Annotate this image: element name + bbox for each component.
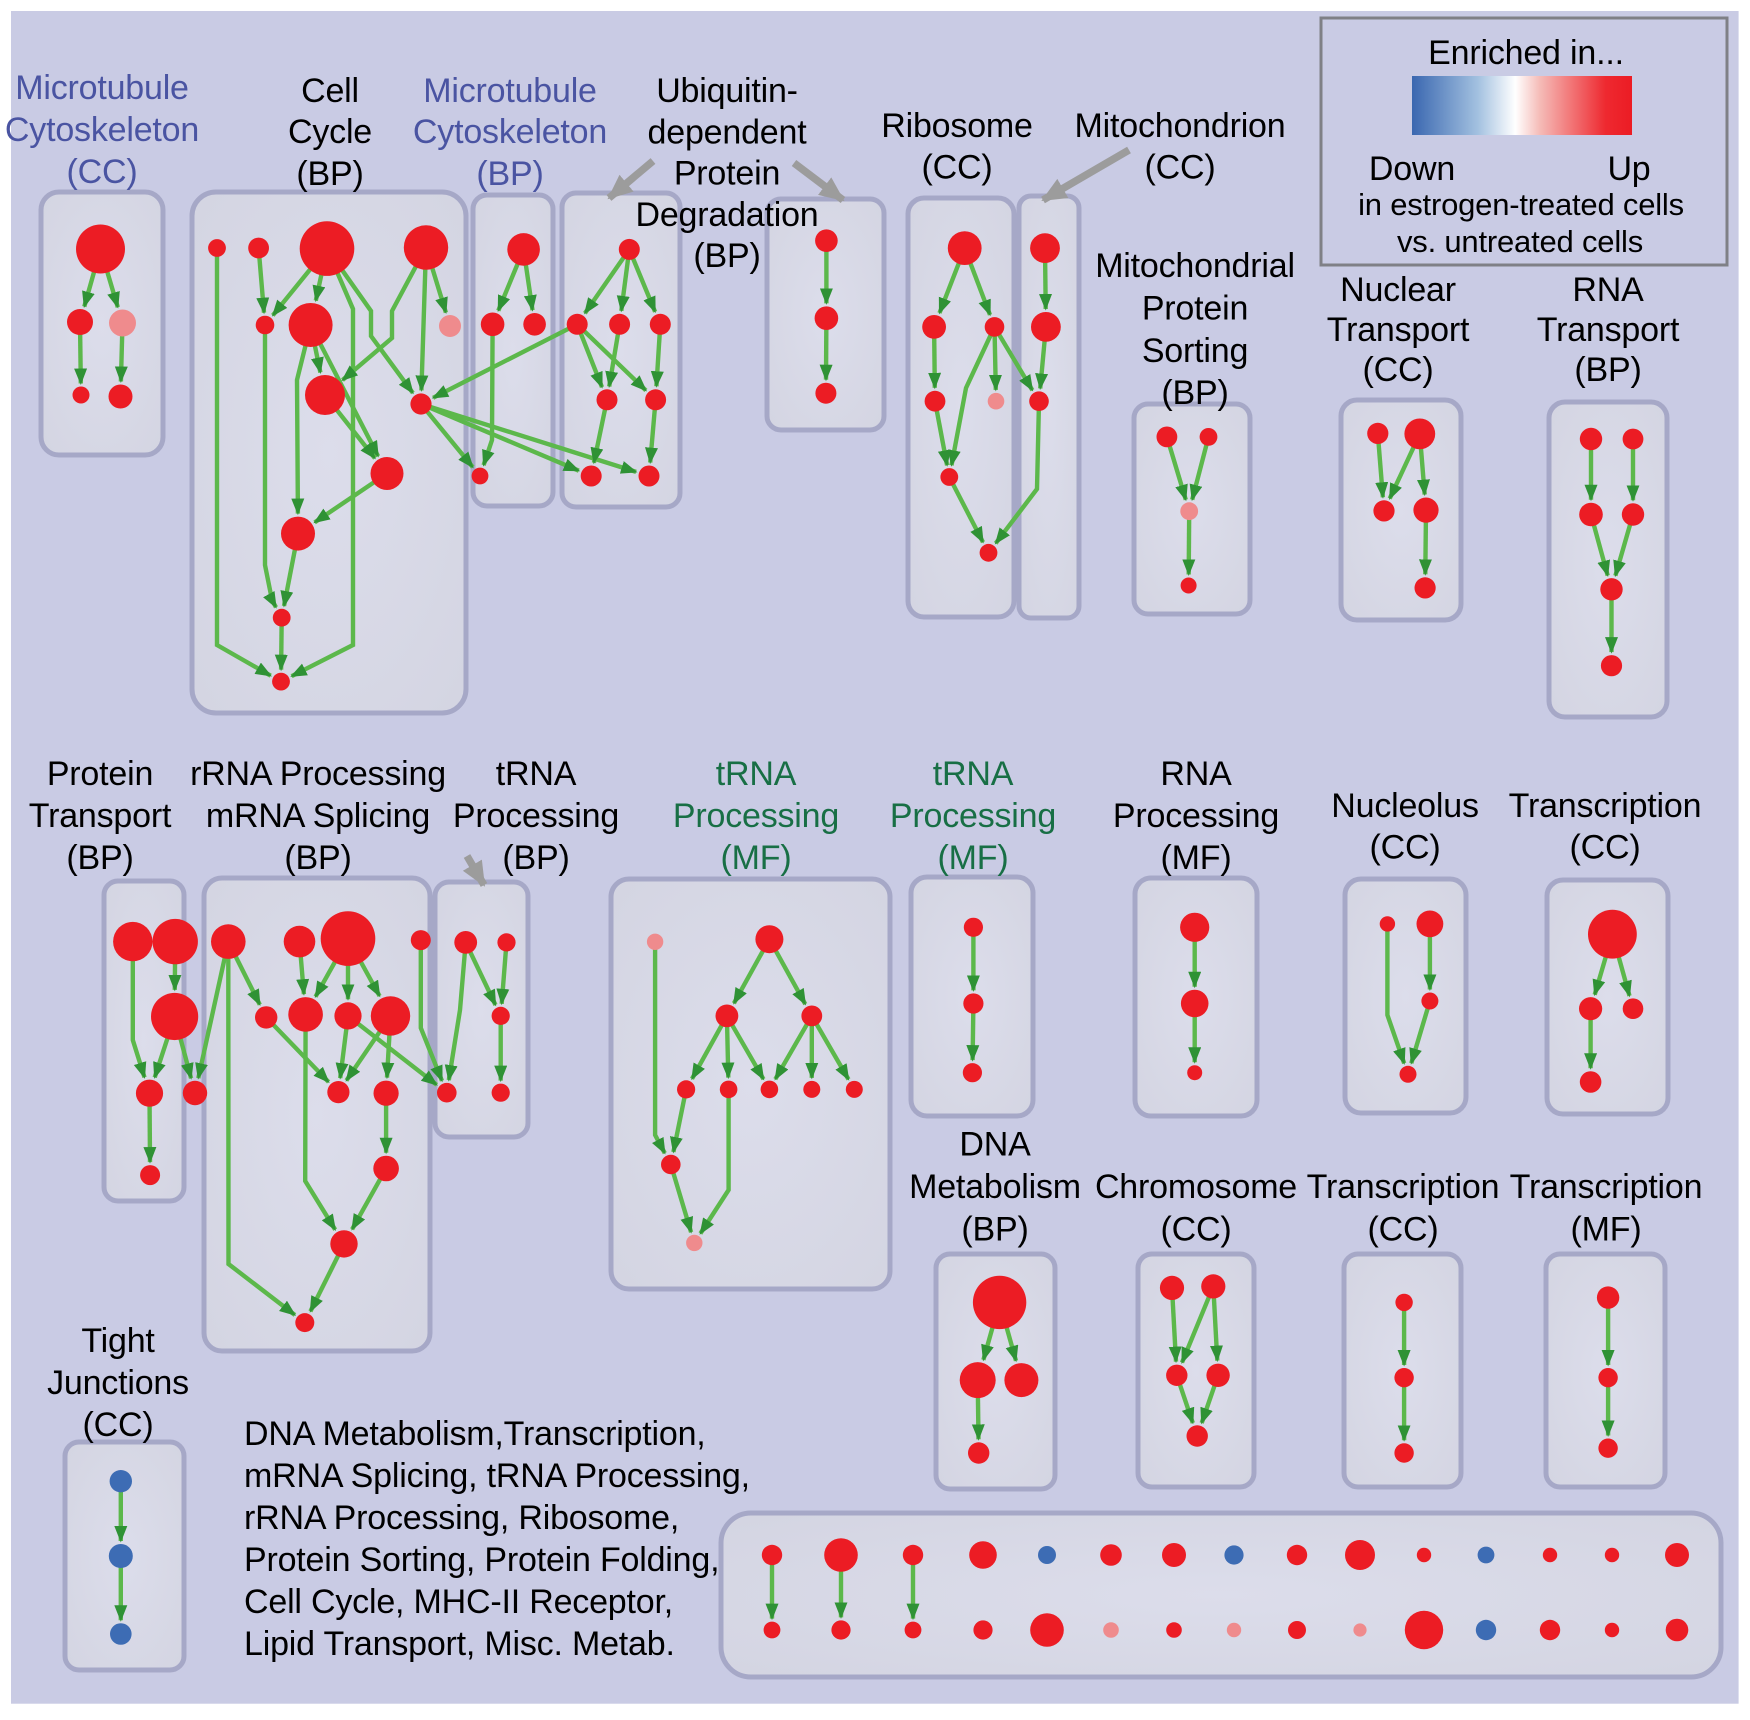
svg-text:(MF): (MF) <box>1161 839 1232 877</box>
svg-text:(BP): (BP) <box>296 155 363 193</box>
svg-text:Transcription: Transcription <box>1509 787 1702 825</box>
svg-text:Transport: Transport <box>1537 311 1680 349</box>
svg-text:Cytoskeleton: Cytoskeleton <box>5 111 199 149</box>
svg-text:(BP): (BP) <box>66 839 133 877</box>
svg-text:(BP): (BP) <box>476 155 543 193</box>
svg-text:(BP): (BP) <box>284 839 351 877</box>
svg-text:(CC): (CC) <box>1363 351 1434 389</box>
svg-text:Cell: Cell <box>301 72 359 110</box>
svg-text:dependent: dependent <box>648 113 808 151</box>
svg-text:Transcription: Transcription <box>1307 1168 1500 1206</box>
svg-text:(BP): (BP) <box>1574 351 1641 389</box>
svg-text:Processing: Processing <box>890 797 1056 835</box>
svg-text:rRNA Processing: rRNA Processing <box>190 755 446 793</box>
svg-text:DNA Metabolism,Transcription,: DNA Metabolism,Transcription, <box>244 1415 706 1453</box>
svg-text:Nuclear: Nuclear <box>1340 271 1456 309</box>
svg-text:Transport: Transport <box>1327 311 1470 349</box>
svg-text:(BP): (BP) <box>961 1211 1028 1249</box>
svg-text:(CC): (CC) <box>67 153 138 191</box>
svg-text:Microtubule: Microtubule <box>15 69 189 107</box>
svg-text:Cytoskeleton: Cytoskeleton <box>413 113 607 151</box>
svg-text:(CC): (CC) <box>1161 1211 1232 1249</box>
svg-text:in estrogen-treated cells: in estrogen-treated cells <box>1358 187 1684 222</box>
svg-text:Microtubule: Microtubule <box>423 72 597 110</box>
svg-text:Ubiquitin-: Ubiquitin- <box>656 72 798 110</box>
svg-text:DNA: DNA <box>959 1126 1031 1164</box>
svg-text:mRNA Splicing, tRNA Processing: mRNA Splicing, tRNA Processing, <box>244 1457 750 1495</box>
svg-text:Protein: Protein <box>674 155 780 193</box>
svg-text:Lipid Transport, Misc. Metab.: Lipid Transport, Misc. Metab. <box>244 1625 675 1663</box>
svg-text:Degradation: Degradation <box>635 196 818 234</box>
svg-text:Ribosome: Ribosome <box>881 107 1032 145</box>
svg-text:rRNA Processing, Ribosome,: rRNA Processing, Ribosome, <box>244 1499 679 1537</box>
svg-text:Mitochondrial: Mitochondrial <box>1095 247 1295 285</box>
svg-text:Protein: Protein <box>1142 290 1248 328</box>
svg-text:Enriched in...: Enriched in... <box>1428 34 1624 72</box>
svg-text:Transcription: Transcription <box>1510 1168 1703 1206</box>
svg-text:Cell Cycle, MHC-II Receptor,: Cell Cycle, MHC-II Receptor, <box>244 1583 673 1621</box>
svg-text:Transport: Transport <box>29 797 172 835</box>
svg-text:(BP): (BP) <box>502 839 569 877</box>
svg-text:(CC): (CC) <box>1145 149 1216 187</box>
svg-text:(CC): (CC) <box>1570 829 1641 867</box>
svg-text:Metabolism: Metabolism <box>909 1168 1081 1206</box>
svg-text:Tight: Tight <box>81 1322 155 1360</box>
svg-text:Up: Up <box>1607 150 1650 188</box>
svg-text:Processing: Processing <box>673 797 839 835</box>
svg-text:Down: Down <box>1369 150 1455 188</box>
svg-text:tRNA: tRNA <box>716 755 797 793</box>
svg-text:(CC): (CC) <box>1368 1211 1439 1249</box>
svg-text:Chromosome: Chromosome <box>1095 1168 1297 1206</box>
svg-text:tRNA: tRNA <box>933 755 1014 793</box>
svg-text:vs. untreated cells: vs. untreated cells <box>1397 224 1643 259</box>
svg-text:RNA: RNA <box>1160 755 1232 793</box>
svg-text:Nucleolus: Nucleolus <box>1331 787 1479 825</box>
svg-text:(CC): (CC) <box>1370 829 1441 867</box>
svg-text:(CC): (CC) <box>922 149 993 187</box>
svg-text:Cycle: Cycle <box>288 113 372 151</box>
svg-text:tRNA: tRNA <box>496 755 577 793</box>
svg-text:Mitochondrion: Mitochondrion <box>1075 107 1286 145</box>
svg-text:(CC): (CC) <box>83 1406 154 1444</box>
svg-text:(MF): (MF) <box>721 839 792 877</box>
svg-text:Processing: Processing <box>453 797 619 835</box>
svg-text:mRNA Splicing: mRNA Splicing <box>206 797 430 835</box>
svg-text:Protein: Protein <box>47 755 153 793</box>
svg-text:(MF): (MF) <box>1571 1211 1642 1249</box>
svg-text:Processing: Processing <box>1113 797 1279 835</box>
svg-text:(MF): (MF) <box>938 839 1009 877</box>
svg-text:Junctions: Junctions <box>47 1364 189 1402</box>
svg-text:(BP): (BP) <box>1161 374 1228 412</box>
svg-text:Sorting: Sorting <box>1142 332 1248 370</box>
svg-text:(BP): (BP) <box>693 237 760 275</box>
svg-text:Protein Sorting, Protein Foldi: Protein Sorting, Protein Folding, <box>244 1541 719 1579</box>
svg-text:RNA: RNA <box>1572 271 1644 309</box>
